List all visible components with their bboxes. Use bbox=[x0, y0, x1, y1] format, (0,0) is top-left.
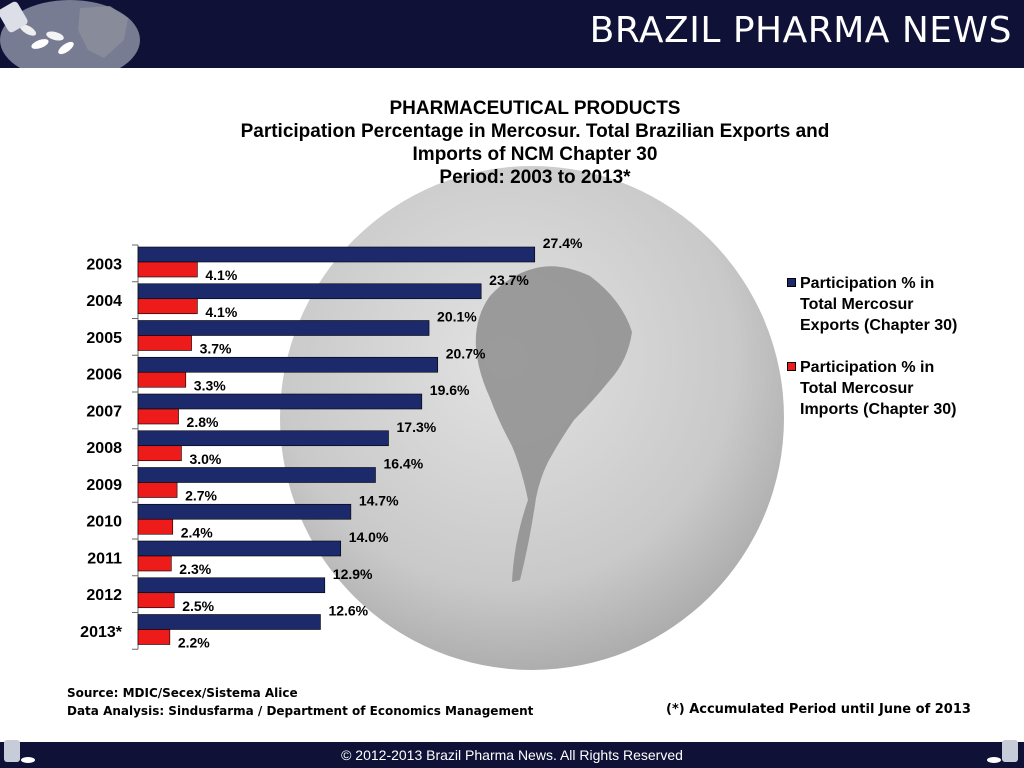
legend-label-line: Total Mercosur bbox=[800, 296, 914, 313]
legend-item-exports: Participation % in Total Mercosur Export… bbox=[787, 273, 1007, 336]
export-bar bbox=[137, 503, 352, 520]
data-label: 17.3% bbox=[397, 419, 437, 435]
data-label: 27.4% bbox=[543, 235, 583, 251]
data-label: 2.8% bbox=[187, 414, 219, 430]
analysis-line: Data Analysis: Sindusfarma / Department … bbox=[67, 704, 534, 718]
chart-title-line: Participation Percentage in Mercosur. To… bbox=[240, 121, 830, 142]
brand-title: BRAZIL PHARMA NEWS bbox=[589, 10, 1012, 51]
data-label: 3.7% bbox=[200, 341, 232, 357]
import-bar bbox=[137, 261, 198, 278]
data-label: 2.2% bbox=[178, 635, 210, 651]
category-label: 2010 bbox=[86, 514, 122, 531]
pills-map-logo-icon bbox=[0, 0, 140, 68]
chart-title-line: Period: 2003 to 2013* bbox=[439, 167, 631, 188]
data-label: 14.7% bbox=[359, 492, 399, 508]
data-label: 4.1% bbox=[205, 267, 237, 283]
data-label: 16.4% bbox=[383, 456, 423, 472]
header-banner: BRAZIL PHARMA NEWS bbox=[0, 0, 1024, 68]
import-bar bbox=[137, 518, 174, 535]
category-label: 2003 bbox=[86, 256, 122, 273]
legend-swatch-exports bbox=[787, 278, 796, 287]
chart-title-line: PHARMACEUTICAL PRODUCTS bbox=[389, 98, 681, 119]
import-bar bbox=[137, 335, 192, 351]
legend-label-line: Imports (Chapter 30) bbox=[800, 401, 957, 418]
export-bar bbox=[137, 246, 536, 263]
import-bar bbox=[137, 408, 179, 425]
import-bar bbox=[137, 592, 175, 609]
import-bar bbox=[137, 445, 182, 462]
legend-swatch-imports bbox=[787, 362, 796, 371]
export-bar bbox=[137, 356, 439, 373]
category-label: 2013* bbox=[80, 624, 123, 641]
data-label: 2.4% bbox=[181, 524, 213, 540]
export-bar bbox=[137, 393, 423, 410]
import-bar bbox=[137, 555, 172, 572]
import-bar bbox=[137, 629, 171, 645]
category-label: 2006 bbox=[86, 367, 122, 384]
source-note: Source: MDIC/Secex/Sistema Alice Data An… bbox=[67, 684, 533, 720]
source-line: Source: MDIC/Secex/Sistema Alice bbox=[67, 686, 298, 700]
data-label: 3.3% bbox=[194, 377, 226, 393]
pill-bottle-icon bbox=[987, 740, 1018, 763]
data-label: 14.0% bbox=[349, 529, 389, 545]
export-bar bbox=[137, 320, 430, 336]
footer-banner: © 2012-2013 Brazil Pharma News. All Righ… bbox=[0, 740, 1024, 768]
export-bar bbox=[137, 540, 342, 557]
export-bar bbox=[137, 430, 389, 447]
category-label: 2012 bbox=[86, 587, 122, 604]
data-label: 12.6% bbox=[328, 603, 368, 619]
data-label: 2.3% bbox=[179, 561, 211, 577]
export-bar bbox=[137, 467, 376, 483]
import-bar bbox=[137, 298, 198, 315]
data-label: 4.1% bbox=[205, 304, 237, 320]
legend-label-line: Total Mercosur bbox=[800, 380, 914, 397]
pill-bottle-icon bbox=[4, 740, 35, 763]
category-label: 2008 bbox=[86, 440, 122, 457]
category-label: 2009 bbox=[86, 477, 122, 494]
data-label: 12.9% bbox=[333, 566, 373, 582]
legend-label-line: Participation % in bbox=[800, 359, 935, 376]
copyright-text: © 2012-2013 Brazil Pharma News. All Righ… bbox=[341, 747, 683, 763]
import-bar bbox=[137, 371, 187, 388]
category-label: 2004 bbox=[86, 293, 122, 310]
data-label: 20.7% bbox=[446, 345, 486, 361]
chart-title-line: Imports of NCM Chapter 30 bbox=[412, 144, 658, 165]
export-bar bbox=[137, 614, 321, 630]
data-label: 2.5% bbox=[182, 598, 214, 614]
export-bar bbox=[137, 283, 482, 300]
export-bar bbox=[137, 577, 326, 594]
data-label: 2.7% bbox=[185, 488, 217, 504]
category-label: 2005 bbox=[86, 330, 122, 347]
import-bar bbox=[137, 482, 178, 498]
footnote: (*) Accumulated Period until June of 201… bbox=[666, 702, 971, 717]
category-label: 2011 bbox=[87, 550, 122, 567]
data-label: 20.1% bbox=[437, 309, 477, 325]
legend-item-imports: Participation % in Total Mercosur Import… bbox=[787, 357, 1007, 420]
legend-label-line: Participation % in bbox=[800, 275, 935, 292]
data-label: 23.7% bbox=[489, 272, 529, 288]
data-label: 19.6% bbox=[430, 382, 470, 398]
data-label: 3.0% bbox=[189, 451, 221, 467]
category-label: 2007 bbox=[86, 403, 122, 420]
legend-label-line: Exports (Chapter 30) bbox=[800, 317, 958, 334]
chart-title: PHARMACEUTICAL PRODUCTS Participation Pe… bbox=[130, 97, 940, 189]
